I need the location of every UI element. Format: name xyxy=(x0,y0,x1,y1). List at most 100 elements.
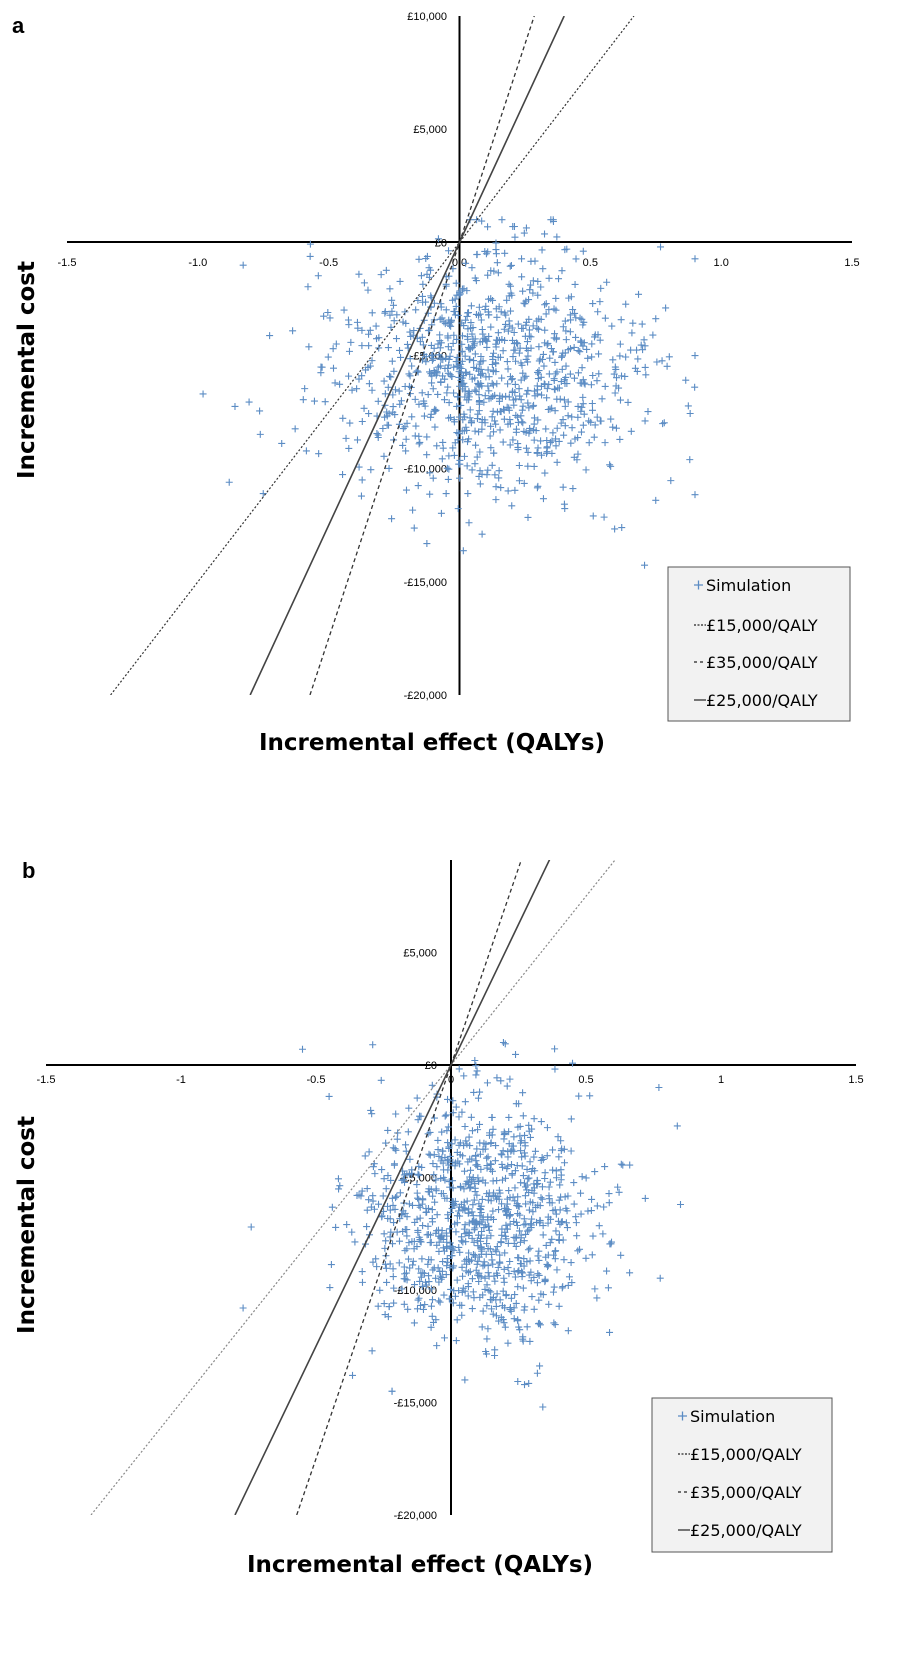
data-point xyxy=(572,255,580,263)
data-point xyxy=(402,447,410,455)
data-point xyxy=(463,426,471,434)
chart-panel-a: a -1.5 -1.0 -0.5 0.0 0.5 1.0 1.5 £10,000 £5,000 £0… xyxy=(0,0,912,800)
data-point xyxy=(619,1161,627,1169)
data-point xyxy=(401,1275,409,1283)
data-point xyxy=(406,390,414,398)
data-point xyxy=(367,466,375,474)
data-point xyxy=(387,323,395,331)
y-tick-label: -£15,000 xyxy=(404,577,447,589)
data-point xyxy=(491,1157,499,1165)
data-point xyxy=(463,312,471,320)
data-point xyxy=(600,1203,608,1211)
data-point xyxy=(413,1181,421,1189)
data-point xyxy=(627,427,635,435)
data-point xyxy=(411,432,419,440)
data-point xyxy=(611,525,619,533)
data-point xyxy=(530,1115,538,1123)
data-point xyxy=(439,1147,446,1155)
data-point xyxy=(376,1286,384,1294)
data-point xyxy=(515,385,523,393)
data-point xyxy=(438,1154,446,1162)
data-point xyxy=(414,1194,422,1202)
data-point xyxy=(402,319,410,327)
data-point xyxy=(588,399,596,407)
data-point xyxy=(504,1339,512,1347)
data-point xyxy=(473,415,481,423)
data-point xyxy=(452,279,460,287)
data-point xyxy=(487,1139,495,1147)
data-point xyxy=(446,1264,454,1272)
data-point xyxy=(476,1205,484,1213)
data-point xyxy=(538,391,546,399)
data-point xyxy=(656,1274,664,1282)
data-point xyxy=(447,1252,455,1260)
data-point xyxy=(552,1167,560,1175)
data-point xyxy=(474,1162,482,1170)
wtp-line-35000 xyxy=(309,16,535,695)
simulation-points xyxy=(199,216,699,569)
data-point xyxy=(572,1213,580,1221)
data-point xyxy=(525,1206,533,1214)
data-point xyxy=(365,330,373,338)
data-point xyxy=(493,1243,501,1251)
data-point xyxy=(518,1273,526,1281)
data-point xyxy=(526,1133,534,1141)
data-point xyxy=(444,364,452,372)
data-point xyxy=(567,316,575,324)
data-point xyxy=(553,334,561,342)
data-point xyxy=(660,419,668,427)
data-point xyxy=(472,310,480,318)
data-point xyxy=(491,1351,499,1359)
data-point xyxy=(469,1173,477,1181)
data-point xyxy=(555,1196,563,1204)
data-point xyxy=(488,1256,496,1264)
data-point xyxy=(385,464,393,472)
data-point xyxy=(381,390,389,398)
data-point xyxy=(684,402,692,410)
data-point xyxy=(418,389,426,397)
data-point xyxy=(511,486,519,494)
data-point xyxy=(527,344,535,352)
data-point xyxy=(505,317,513,325)
data-point xyxy=(468,466,476,474)
data-point xyxy=(395,420,403,428)
data-point xyxy=(473,1067,481,1075)
data-point xyxy=(543,436,551,444)
data-point xyxy=(411,1281,419,1289)
data-point xyxy=(439,438,447,446)
data-point xyxy=(358,1278,366,1286)
data-point xyxy=(420,412,428,420)
data-point xyxy=(616,340,624,348)
data-point xyxy=(435,351,443,359)
data-point xyxy=(519,1112,527,1120)
data-point xyxy=(441,1112,449,1120)
data-point xyxy=(559,349,567,357)
data-point xyxy=(589,512,597,520)
data-point xyxy=(499,1287,507,1295)
data-point xyxy=(433,1163,441,1171)
data-point xyxy=(570,1200,578,1208)
data-point xyxy=(572,333,580,341)
data-point xyxy=(577,1189,585,1197)
data-point xyxy=(589,372,597,380)
data-point xyxy=(567,1147,575,1155)
data-point xyxy=(385,421,393,429)
data-point xyxy=(535,1319,543,1327)
data-point xyxy=(533,382,541,390)
data-point xyxy=(485,1189,493,1197)
data-point xyxy=(467,1166,475,1174)
data-point xyxy=(367,1106,375,1114)
data-point xyxy=(473,250,481,258)
data-point xyxy=(476,1120,484,1128)
data-point xyxy=(478,530,486,538)
data-point xyxy=(477,1209,485,1217)
data-point xyxy=(380,1175,388,1183)
data-point xyxy=(499,438,507,446)
data-point xyxy=(445,361,453,369)
data-point xyxy=(534,1270,542,1278)
data-point xyxy=(547,345,555,353)
data-point xyxy=(530,387,538,395)
data-point xyxy=(378,1166,386,1174)
data-point xyxy=(299,396,307,404)
data-point xyxy=(438,1267,446,1275)
